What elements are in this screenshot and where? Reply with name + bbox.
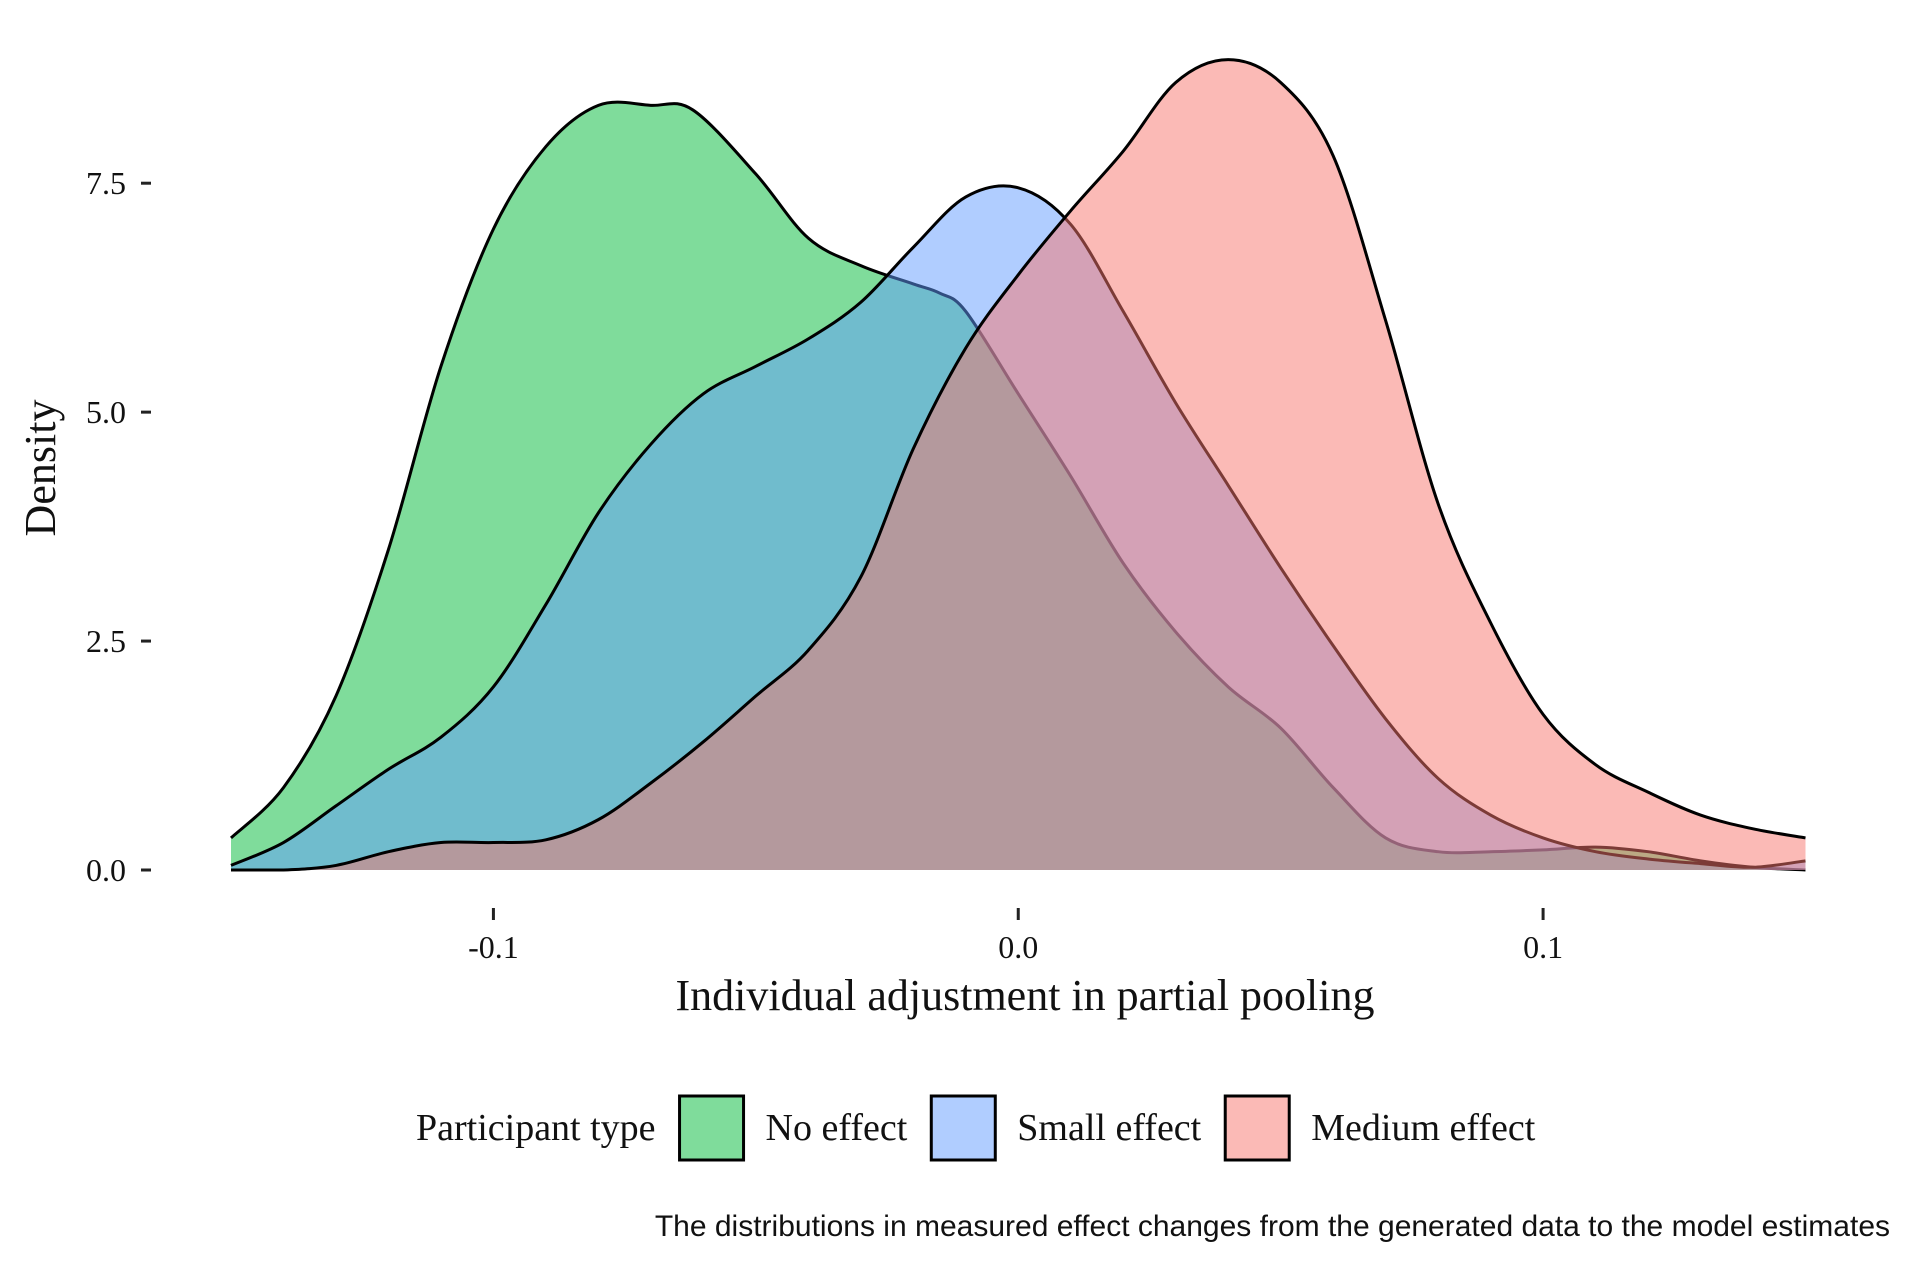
legend-swatch (929, 1094, 997, 1162)
density-line-medium-effect (231, 58, 1806, 872)
series-medium-effect (231, 58, 1806, 872)
y-tick-label: 2.5 (86, 623, 126, 659)
y-tick-label: 5.0 (86, 394, 126, 430)
legend-title: Participant type (416, 1107, 656, 1149)
legend-label: No effect (766, 1107, 908, 1149)
legend-item-small-effect: Small effect (929, 1094, 1202, 1162)
chart-caption: The distributions in measured effect cha… (655, 1210, 1890, 1243)
legend-label: Medium effect (1311, 1107, 1535, 1149)
x-tick-label: -0.1 (468, 929, 519, 965)
legend-swatch (1223, 1094, 1291, 1162)
legend-swatch (678, 1094, 746, 1162)
x-axis-title: Individual adjustment in partial pooling (676, 971, 1375, 1020)
legend: Participant type No effect Small effect Me… (416, 1094, 1536, 1162)
y-tick-label: 7.5 (86, 165, 126, 201)
x-tick-label: 0.1 (1523, 929, 1563, 965)
x-tick-label: 0.0 (998, 929, 1038, 965)
legend-item-medium-effect: Medium effect (1223, 1094, 1536, 1162)
density-areas (229, 58, 1806, 872)
y-axis: 0.0 2.5 5.0 7.5 (86, 165, 151, 888)
x-axis: -0.1 0.0 0.1 (468, 908, 1563, 965)
y-tick-label: 0.0 (86, 852, 126, 888)
legend-label: Small effect (1017, 1107, 1201, 1149)
legend-item-no-effect: No effect (678, 1094, 908, 1162)
legend-items: No effect Small effect Medium effect (678, 1094, 1536, 1162)
y-axis-title: Density (16, 400, 65, 537)
density-area-medium-effect (231, 59, 1806, 870)
